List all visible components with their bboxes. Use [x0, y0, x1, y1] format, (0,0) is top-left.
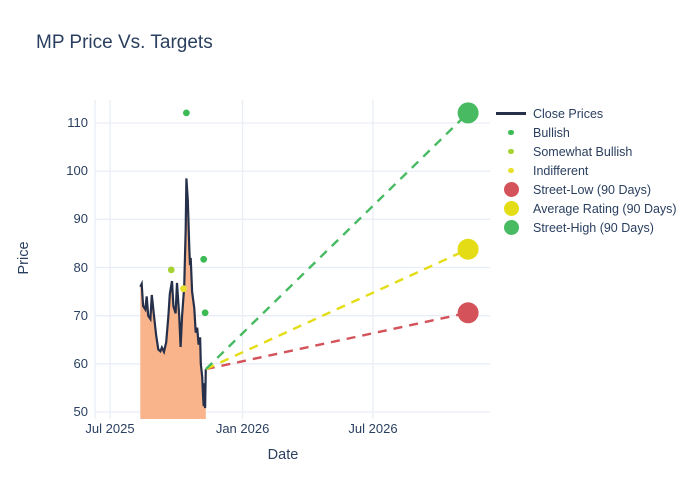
x-tick-label: Jan 2026	[215, 421, 270, 436]
y-tick-label: 90	[73, 211, 88, 227]
target-line-street-high-90-days	[204, 112, 469, 370]
chart-title: MP Price Vs. Targets	[36, 32, 213, 53]
y-tick-label: 70	[73, 307, 88, 323]
legend-item-bullish[interactable]: Bullish	[496, 123, 677, 142]
y-tick-label: 100	[66, 163, 88, 179]
rating-dot-somewhat-bullish[interactable]	[167, 266, 175, 274]
y-tick-label: 80	[73, 259, 88, 275]
legend-dot-icon	[496, 129, 526, 136]
legend: Close Prices Bullish Somewhat Bullish Indif…	[496, 104, 677, 237]
legend-item-label: Street-Low (90 Days)	[533, 182, 652, 197]
legend-item-indifferent[interactable]: Indifferent	[496, 161, 677, 180]
legend-dot-icon	[496, 167, 526, 174]
legend-item-somewhat-bullish[interactable]: Somewhat Bullish	[496, 142, 677, 161]
legend-item-label: Bullish	[533, 125, 570, 140]
legend-dot-icon	[496, 148, 526, 155]
legend-item-close-prices[interactable]: Close Prices	[496, 104, 677, 123]
legend-item-average-rating-90-days[interactable]: Average Rating (90 Days)	[496, 199, 677, 218]
x-tick-label: Jul 2026	[348, 421, 398, 436]
target-line-street-low-90-days	[205, 311, 469, 371]
legend-item-label: Somewhat Bullish	[533, 144, 633, 159]
rating-dot-bullish[interactable]	[201, 309, 209, 317]
legend-dot-icon	[496, 182, 526, 197]
legend-item-label: Close Prices	[533, 106, 604, 121]
x-tick-label: Jul 2025	[85, 421, 135, 436]
legend-item-label: Street-High (90 Days)	[533, 220, 654, 235]
target-dot-street-low-90-days[interactable]	[457, 302, 479, 324]
legend-item-street-low-90-days[interactable]: Street-Low (90 Days)	[496, 180, 677, 199]
rating-dot-bullish[interactable]	[182, 109, 190, 117]
close-price-line	[139, 178, 207, 409]
legend-dot-icon	[496, 220, 526, 235]
target-dot-average-rating-90-days[interactable]	[457, 238, 479, 260]
close-price-area	[140, 178, 206, 419]
legend-item-street-high-90-days[interactable]: Street-High (90 Days)	[496, 218, 677, 237]
legend-dot-icon	[496, 201, 526, 216]
rating-dot-bullish[interactable]	[200, 255, 208, 263]
y-tick-label: 60	[73, 355, 88, 371]
target-dot-street-high-90-days[interactable]	[457, 102, 479, 124]
x-axis-title: Date	[267, 447, 299, 463]
y-axis-title: Price	[16, 241, 32, 275]
legend-item-label: Indifferent	[533, 163, 589, 178]
y-tick-label: 50	[73, 404, 88, 419]
target-line-average-rating-90-days	[205, 248, 469, 371]
rating-dot-indifferent[interactable]	[180, 285, 187, 293]
legend-item-label: Average Rating (90 Days)	[533, 201, 677, 216]
legend-line-icon	[496, 112, 526, 115]
y-tick-label: 110	[67, 115, 88, 130]
